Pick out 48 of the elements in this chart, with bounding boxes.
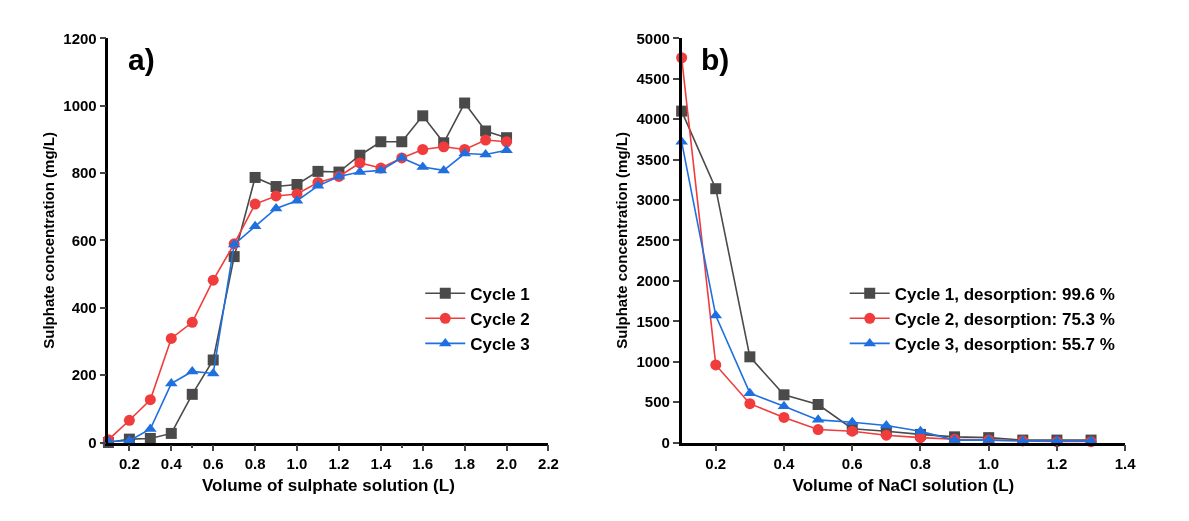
y-tick-label: 500	[644, 393, 670, 411]
y-tick-label: 4500	[636, 70, 670, 88]
y-axis-title: Sulphate concentration (mg/L)	[612, 132, 630, 349]
x-tick-label: 1.8	[454, 455, 476, 473]
x-tick-label: 1.6	[412, 455, 434, 473]
x-axis-title: Volume of sulphate solution (L)	[202, 475, 455, 495]
x-tick-label: 0.6	[202, 455, 224, 473]
legend-label: Cycle 1	[470, 284, 530, 304]
x-tick-label: 2.2	[538, 455, 559, 473]
y-axis-title: Sulphate concentration (mg/L)	[39, 132, 57, 349]
x-tick-label: 1.0	[286, 455, 308, 473]
x-tick-label: 1.2	[1046, 455, 1068, 473]
y-tick-label: 1200	[63, 29, 97, 47]
y-tick-label: 600	[71, 231, 97, 249]
x-tick-label: 0.8	[244, 455, 266, 473]
x-tick-label: 1.2	[328, 455, 350, 473]
x-axis-title: Volume of NaCl solution (L)	[792, 475, 1015, 495]
y-tick-label: 400	[71, 299, 97, 317]
y-tick-label: 4000	[636, 110, 670, 128]
y-tick-label: 5000	[636, 29, 670, 47]
annotation: a)	[128, 43, 155, 76]
y-tick-label: 800	[71, 164, 97, 182]
x-tick-label: 0.2	[705, 455, 727, 473]
legend-label: Cycle 3	[470, 335, 530, 355]
x-tick-label: 2.0	[496, 455, 517, 473]
x-tick-label: 0.6	[841, 455, 863, 473]
y-tick-label: 1000	[63, 96, 97, 114]
y-tick-label: 3500	[636, 150, 670, 168]
y-tick-label: 1500	[636, 312, 670, 330]
y-tick-label: 2000	[636, 272, 670, 290]
y-tick-label: 1000	[636, 352, 670, 370]
y-tick-label: 2500	[636, 231, 670, 249]
y-tick-label: 0	[88, 433, 97, 451]
x-tick-label: 1.0	[978, 455, 1000, 473]
x-tick-label: 1.4	[1114, 455, 1137, 473]
x-tick-label: 0.8	[910, 455, 931, 473]
y-tick-label: 0	[661, 433, 670, 451]
legend-label: Cycle 3, desorption: 55.7 %	[894, 335, 1115, 355]
y-tick-label: 200	[71, 366, 97, 384]
annotation: b)	[701, 43, 730, 76]
legend-label: Cycle 2	[470, 309, 530, 329]
x-tick-label: 0.4	[773, 455, 796, 473]
x-tick-label: 0.2	[118, 455, 140, 473]
legend-label: Cycle 2, desorption: 75.3 %	[894, 309, 1115, 329]
y-tick-label: 3000	[636, 191, 670, 209]
x-tick-label: 1.4	[370, 455, 392, 473]
x-tick-label: 0.4	[160, 455, 183, 473]
legend-label: Cycle 1, desorption: 99.6 %	[894, 284, 1115, 304]
